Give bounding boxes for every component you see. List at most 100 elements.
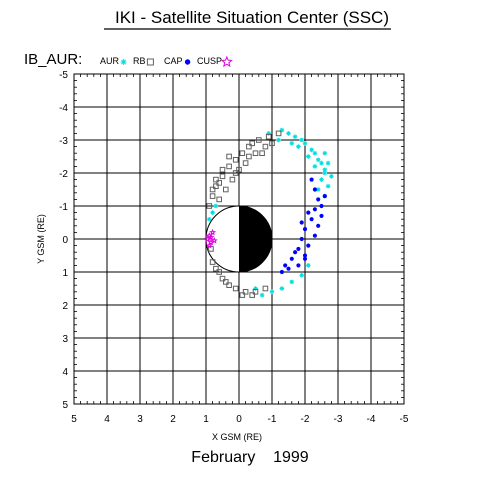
y-tick-label: -3 — [59, 136, 68, 147]
data-point-aur — [312, 164, 318, 169]
data-point-cap — [316, 223, 321, 228]
legend-marker-aur-icon — [120, 59, 127, 65]
data-point-aur — [319, 177, 324, 182]
data-point-aur — [269, 289, 275, 295]
data-point-cap — [302, 253, 308, 258]
data-point-rb — [246, 153, 252, 160]
y-tick-label: -2 — [59, 169, 68, 180]
data-point-rb — [226, 282, 232, 288]
data-point-rb — [242, 289, 249, 295]
data-point-cap — [316, 197, 321, 202]
data-point-cap — [279, 269, 284, 275]
data-point-cap — [296, 263, 301, 268]
x-tick-label: 3 — [137, 414, 143, 425]
data-point-aur — [289, 141, 295, 146]
data-point-aur — [309, 147, 314, 153]
x-tick-labels: 5 4 3 2 1 0 -1 -2 -3 -4 -5 — [71, 414, 409, 425]
data-point-cap — [299, 220, 304, 225]
legend-marker-rb-icon — [146, 58, 154, 66]
legend-label: CAP — [164, 56, 183, 66]
data-point-rb — [275, 130, 282, 137]
data-point-rb — [232, 157, 239, 163]
data-point-rb — [216, 269, 222, 275]
data-point-aur — [213, 203, 219, 209]
data-point-aur — [276, 137, 281, 143]
data-point-aur — [299, 137, 304, 143]
data-point-rb — [209, 193, 216, 199]
data-point-cap — [312, 233, 317, 238]
data-point-cap — [302, 227, 308, 232]
data-point-rb — [206, 203, 213, 209]
y-tick-labels: -5 -4 -3 -2 -1 0 1 2 3 4 5 — [59, 70, 68, 411]
data-point-cap — [299, 236, 304, 242]
data-point-rb — [209, 259, 216, 265]
data-point-rb — [239, 292, 246, 298]
data-point-aur — [253, 286, 258, 291]
data-point-aur — [322, 170, 328, 176]
data-point-rb — [242, 160, 249, 166]
y-tick-label: -5 — [59, 70, 68, 81]
data-point-rb — [209, 186, 216, 193]
data-point-aur — [292, 134, 298, 139]
date-label: February 1999 — [191, 449, 309, 466]
data-point-cap — [296, 246, 301, 251]
data-point-rb — [216, 196, 222, 203]
data-point-rb — [236, 166, 242, 173]
data-point-cap — [302, 256, 308, 261]
legend-label: CUSP — [197, 56, 222, 66]
data-point-cap — [289, 256, 294, 261]
y-tick-label: -4 — [59, 103, 68, 114]
x-tick-label: 5 — [71, 414, 77, 425]
data-point-cap — [306, 210, 311, 215]
y-tick-label: 2 — [62, 301, 68, 312]
data-point-cap — [286, 266, 291, 271]
legend-label: RB — [133, 56, 146, 66]
data-point-aur — [207, 216, 212, 222]
data-point-rb — [246, 143, 252, 150]
data-point-rb — [223, 279, 229, 285]
x-tick-label: 0 — [236, 414, 242, 425]
data-point-aur — [322, 150, 328, 156]
x-tick-label: -5 — [400, 414, 409, 425]
data-point-rb — [262, 143, 269, 150]
y-tick-label: -1 — [59, 202, 68, 213]
data-point-rb — [249, 292, 255, 298]
data-point-rb — [265, 133, 272, 140]
x-tick-label: -3 — [334, 414, 343, 425]
data-point-rb — [219, 166, 226, 173]
data-point-aur — [325, 160, 331, 166]
data-point-cusp — [207, 233, 215, 241]
data-point-aur — [286, 131, 291, 136]
plot-frame — [73, 73, 405, 405]
data-point-rb — [219, 275, 226, 282]
earth — [205, 205, 273, 273]
data-point-rb — [213, 176, 219, 183]
data-point-cap — [322, 194, 327, 199]
data-point-aur — [322, 167, 328, 172]
x-tick-label: 1 — [203, 414, 209, 425]
legend: AUR RB CAP CUSP — [100, 55, 233, 68]
data-point-aur — [296, 144, 301, 149]
data-point-cusp — [204, 235, 212, 242]
data-point-rb — [229, 176, 236, 183]
legend-marker-cap-icon — [184, 59, 191, 65]
data-point-rb — [232, 285, 239, 292]
data-point-aur — [319, 160, 324, 166]
data-point-cap — [306, 243, 311, 248]
data-point-aur — [289, 279, 295, 285]
data-point-cap — [312, 207, 317, 212]
data-point-aur — [329, 174, 334, 179]
data-point-aur — [266, 131, 271, 136]
data-point-aur — [315, 187, 321, 192]
x-tick-label: -4 — [367, 414, 376, 425]
y-axis-label: Y GSM (RE) — [36, 214, 46, 264]
data-point-cap — [319, 203, 324, 209]
legend-label: AUR — [100, 56, 120, 66]
data-point-cusp — [205, 242, 213, 249]
y-tick-label: 0 — [62, 235, 68, 246]
data-point-rb — [226, 163, 232, 170]
data-point-aur — [279, 286, 285, 291]
x-axis-label: X GSM (RE) — [212, 432, 262, 442]
data-point-rb — [269, 140, 275, 147]
data-point-rb — [249, 140, 255, 147]
